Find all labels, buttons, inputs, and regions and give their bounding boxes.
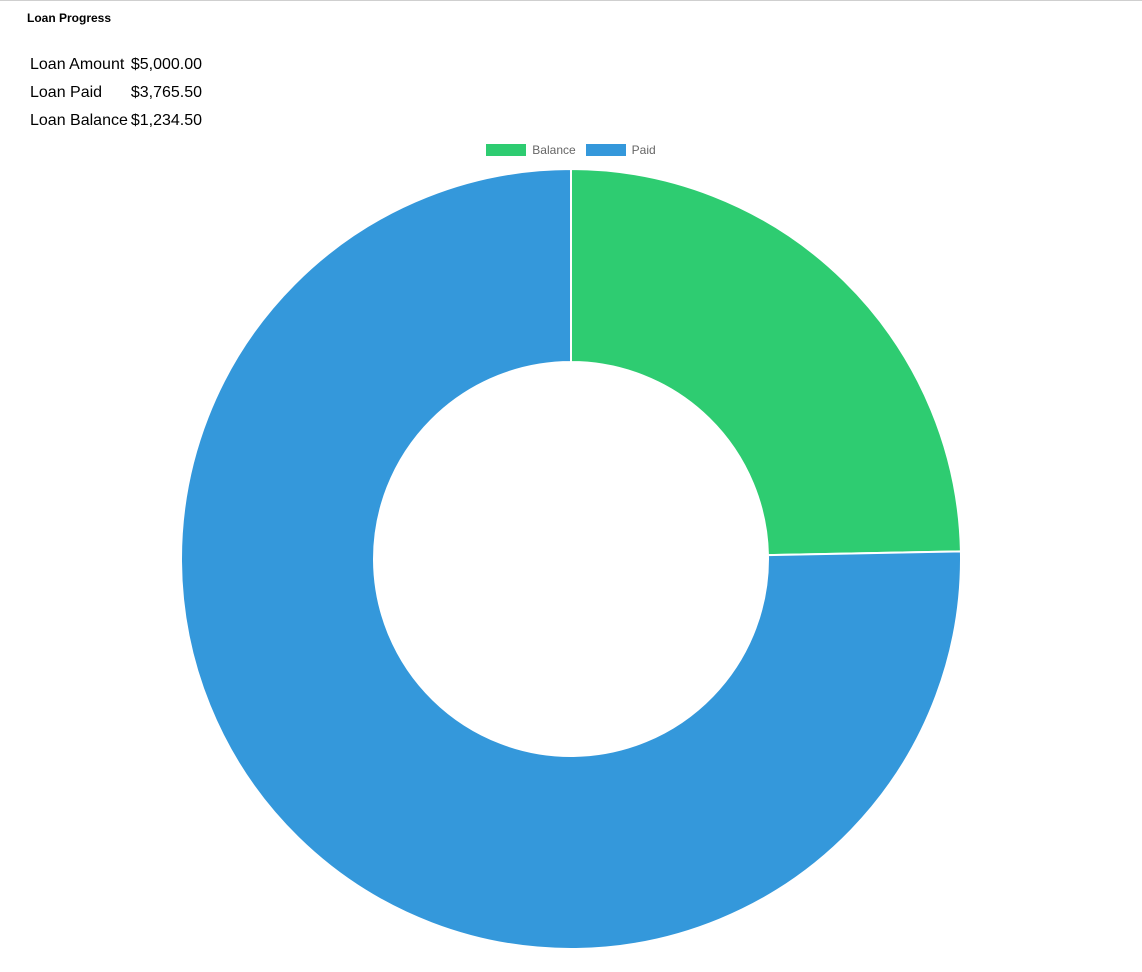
legend-item-balance[interactable]: Balance <box>486 143 576 157</box>
summary-row-loan-balance: Loan Balance $1,234.50 <box>30 107 202 135</box>
summary-row-loan-amount: Loan Amount $5,000.00 <box>30 51 202 79</box>
donut-slice-balance[interactable] <box>570 167 962 557</box>
loan-summary-table: Loan Amount $5,000.00 Loan Paid $3,765.5… <box>27 51 205 135</box>
legend-item-paid[interactable]: Paid <box>585 143 656 157</box>
summary-value: $1,234.50 <box>130 112 203 129</box>
summary-label: Loan Amount <box>30 56 125 73</box>
donut-slice-paid[interactable] <box>180 167 962 950</box>
page-title: Loan Progress <box>27 11 112 25</box>
top-divider <box>0 0 1142 1</box>
summary-value: $5,000.00 <box>130 56 203 73</box>
legend-swatch-balance <box>486 144 527 156</box>
legend-swatch-paid <box>585 144 626 156</box>
chart-legend: Balance Paid <box>0 143 1142 157</box>
legend-label-paid: Paid <box>631 143 656 157</box>
legend-label-balance: Balance <box>532 143 576 157</box>
summary-row-loan-paid: Loan Paid $3,765.50 <box>30 79 202 107</box>
summary-value: $3,765.50 <box>130 84 203 101</box>
summary-label: Loan Paid <box>30 84 103 101</box>
summary-label: Loan Balance <box>30 112 128 129</box>
